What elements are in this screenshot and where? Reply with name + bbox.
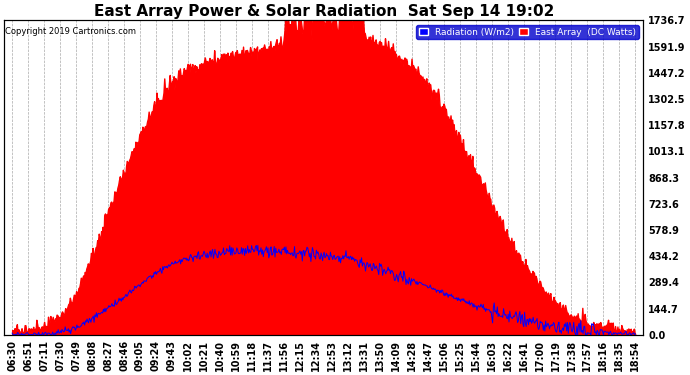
Title: East Array Power & Solar Radiation  Sat Sep 14 19:02: East Array Power & Solar Radiation Sat S… <box>94 4 554 19</box>
Legend: Radiation (W/m2), East Array  (DC Watts): Radiation (W/m2), East Array (DC Watts) <box>416 25 639 39</box>
Text: Copyright 2019 Cartronics.com: Copyright 2019 Cartronics.com <box>6 27 137 36</box>
